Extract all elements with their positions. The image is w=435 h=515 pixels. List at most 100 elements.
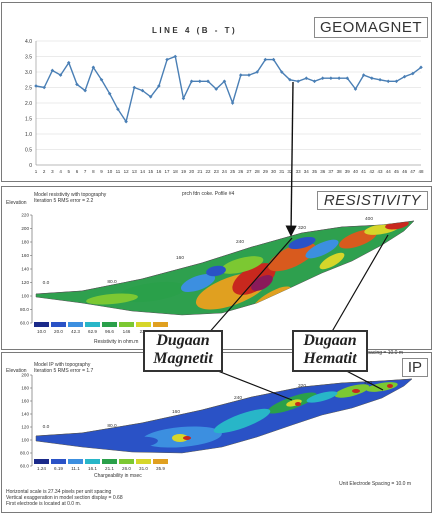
geomagnet-x-tick-label: 15	[148, 169, 154, 174]
geomagnet-x-tick-label: 21	[197, 169, 203, 174]
geomagnet-data-point	[116, 107, 120, 111]
ip-electrode-spacing-bottom: Unit Electrode Spacing = 10.0 m	[339, 481, 411, 487]
geomagnet-data-point	[394, 79, 399, 84]
resistivity-elevation-tick-label: 120	[21, 280, 29, 285]
geomagnet-data-point	[353, 87, 358, 91]
resistivity-elevation-tick-label: 80.0	[20, 307, 29, 312]
ip-elevation-tick-label: 60.0	[20, 464, 29, 469]
ip-anomaly	[106, 436, 158, 450]
resistivity-color-scale-swatch	[102, 322, 117, 327]
geomagnet-data-point	[198, 79, 202, 84]
resistivity-color-scale-swatch	[51, 322, 66, 327]
geomagnet-x-tick-label: 47	[410, 169, 416, 174]
hematit-callout-line2: Hematit	[303, 350, 357, 367]
ip-color-scale-value: 26.0	[122, 466, 131, 471]
geomagnet-data-point	[91, 65, 96, 70]
geomagnet-panel: GEOMAGNET LINE 4 (B - T) 0 0.5 1.0 1.5 2.0 2.…	[1, 2, 432, 182]
ip-footnote-3: First electrode is located at 0.0 m.	[6, 501, 82, 507]
resistivity-elevation-tick-label: 60.0	[20, 321, 29, 326]
geomagnet-y-tick-label: 1.5	[25, 117, 32, 123]
ip-color-scale-value: 35.9	[156, 466, 165, 471]
ip-color-scale-value: 1.24	[37, 466, 46, 471]
geomagnet-chart-title: LINE 4 (B - T)	[152, 26, 238, 35]
resistivity-header: prch fdn coke. Pofile #4	[182, 191, 235, 197]
resistivity-scale-caption: Resistivity in ohm.m	[94, 339, 139, 345]
geomagnet-x-tick-label: 39	[345, 169, 351, 174]
geomagnet-x-tick-label: 8	[92, 169, 95, 174]
geomagnet-x-tick-label: 7	[84, 169, 87, 174]
ip-color-scale-value: 21.1	[105, 466, 114, 471]
geomagnet-x-tick-label: 18	[173, 169, 179, 174]
ip-color-scale-swatch	[51, 459, 66, 464]
geomagnet-y-tick-label: 1.0	[25, 132, 32, 138]
ip-distance-label: 160	[172, 409, 180, 415]
geomagnet-data-point	[124, 119, 128, 124]
geomagnet-x-tick-label: 29	[263, 169, 269, 174]
resistivity-elevation-axis: 220 200 180 160 140 120 100 80.0 60.0	[20, 213, 33, 326]
geomagnet-y-tick-label: 4.0	[25, 39, 32, 45]
resistivity-elevation-tick-label: 200	[21, 226, 29, 231]
geomagnet-x-tick-label: 48	[418, 169, 424, 174]
geomagnet-data-point	[206, 79, 210, 84]
geomagnet-x-tick-label: 31	[279, 169, 285, 174]
geomagnet-data-point	[255, 70, 259, 74]
ip-color-scale-value: 11.1	[71, 466, 80, 471]
geomagnet-data-point	[279, 70, 284, 74]
geomagnet-x-tick-label: 46	[402, 169, 408, 174]
hematit-callout: Dugaan Hematit	[292, 330, 368, 372]
geomagnet-data-point	[378, 77, 382, 82]
resistivity-color-scale-swatch	[68, 322, 83, 327]
geomagnet-data-point	[263, 57, 268, 62]
geomagnet-x-tick-label: 12	[124, 169, 130, 174]
geomagnet-data-point	[34, 84, 38, 88]
ip-scale-caption: Chargeability in msec	[94, 473, 142, 479]
ip-footnote-1: Horizontal scale is 27.34 pixels per uni…	[6, 489, 112, 495]
geomagnet-data-point	[247, 73, 251, 77]
ip-color-scale-value: 16.1	[88, 466, 97, 471]
geomagnet-data-point	[312, 79, 317, 84]
geomagnet-x-tick-label: 3	[51, 169, 54, 174]
ip-elevation-tick-label: 120	[21, 425, 29, 430]
geomagnet-x-tick-label: 45	[394, 169, 400, 174]
geomagnet-x-tick-label: 33	[296, 169, 302, 174]
magnetit-callout-line1: Dugaan	[156, 332, 210, 349]
resistivity-anomaly	[288, 236, 316, 250]
geomagnet-data-point	[345, 76, 350, 80]
geomagnet-x-tick-label: 24	[222, 169, 228, 174]
ip-elevation-label: Elevation	[6, 368, 27, 374]
ip-elevation-tick-label: 180	[21, 386, 29, 391]
resistivity-color-scale-swatch	[136, 322, 151, 327]
geomagnet-x-tick-label: 10	[107, 169, 113, 174]
geomagnet-x-tick-label: 28	[255, 169, 261, 174]
geomagnet-data-point	[50, 68, 55, 73]
resistivity-elevation-tick-label: 180	[21, 240, 29, 245]
ip-footnote-2: Vertical exaggeration in model section d…	[6, 495, 123, 501]
resistivity-elevation-tick-label: 160	[21, 253, 29, 258]
ip-elevation-tick-label: 100	[21, 438, 29, 443]
ip-anomaly	[387, 384, 393, 388]
geomagnet-data-point	[411, 71, 415, 76]
geomagnet-data-point	[75, 82, 79, 87]
geomagnet-data-point	[271, 57, 276, 62]
ip-model-line1: Model IP with topography	[34, 362, 91, 368]
ip-distance-label: 400	[364, 380, 372, 386]
geomagnet-data-point	[288, 77, 292, 82]
ip-model-line2: Iteration 5 RMS error = 1.7	[34, 368, 94, 374]
geomagnet-y-tick-label: 3.0	[25, 70, 32, 76]
geomagnet-data-point	[66, 60, 71, 65]
geomagnet-data-point	[165, 57, 169, 62]
geomagnet-x-tick-label: 4	[59, 169, 62, 174]
geomagnet-x-tick-label: 17	[165, 169, 171, 174]
geomagnet-data-point	[419, 65, 423, 70]
geomagnet-x-tick-label: 26	[238, 169, 244, 174]
geomagnet-x-tick-label: 36	[320, 169, 326, 174]
ip-elevation-axis: 200 180 160 140 120 100 80.0 60.0	[20, 373, 33, 469]
geomagnet-x-tick-label: 23	[214, 169, 220, 174]
ip-color-scale: 1.24 6.19 11.1 16.1 21.1 26.0 31.0 35.9	[34, 459, 168, 471]
geomagnet-x-tick-label: 35	[312, 169, 318, 174]
ip-color-scale-swatch	[136, 459, 151, 464]
geomagnet-x-tick-label: 5	[68, 169, 71, 174]
geomagnet-data-point	[173, 54, 178, 59]
geomagnet-y-tick-label: 3.5	[25, 55, 32, 61]
